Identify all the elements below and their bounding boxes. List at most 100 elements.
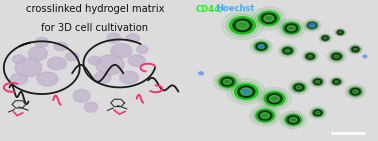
Ellipse shape: [287, 116, 299, 124]
Ellipse shape: [235, 84, 258, 99]
Ellipse shape: [256, 9, 282, 27]
Ellipse shape: [259, 11, 279, 25]
Ellipse shape: [37, 72, 58, 86]
Ellipse shape: [321, 35, 329, 41]
Ellipse shape: [233, 19, 252, 32]
Ellipse shape: [310, 76, 326, 87]
Ellipse shape: [236, 21, 249, 29]
Text: for 3D cell cultivation: for 3D cell cultivation: [41, 23, 149, 33]
Ellipse shape: [329, 51, 344, 61]
Ellipse shape: [270, 95, 279, 102]
Ellipse shape: [259, 45, 264, 48]
Ellipse shape: [284, 48, 292, 54]
Ellipse shape: [256, 109, 274, 122]
Ellipse shape: [353, 48, 358, 51]
Ellipse shape: [332, 54, 341, 59]
Ellipse shape: [337, 30, 344, 35]
Ellipse shape: [255, 42, 268, 51]
Ellipse shape: [304, 52, 317, 61]
Ellipse shape: [253, 41, 270, 52]
Ellipse shape: [256, 43, 266, 50]
Ellipse shape: [250, 105, 280, 126]
Ellipse shape: [289, 81, 309, 94]
Ellipse shape: [235, 84, 258, 99]
Ellipse shape: [347, 86, 363, 97]
Ellipse shape: [339, 31, 342, 34]
Ellipse shape: [283, 22, 300, 34]
Ellipse shape: [308, 23, 316, 28]
Ellipse shape: [331, 78, 342, 86]
Ellipse shape: [313, 109, 323, 116]
Ellipse shape: [309, 107, 327, 119]
Ellipse shape: [313, 78, 323, 85]
Ellipse shape: [315, 80, 320, 83]
Ellipse shape: [293, 83, 305, 92]
Ellipse shape: [363, 55, 367, 58]
Ellipse shape: [126, 34, 139, 42]
Ellipse shape: [88, 56, 102, 65]
Ellipse shape: [332, 79, 341, 85]
Ellipse shape: [352, 90, 358, 94]
Ellipse shape: [230, 17, 255, 34]
Ellipse shape: [285, 49, 290, 53]
Ellipse shape: [312, 109, 323, 116]
Ellipse shape: [322, 36, 328, 40]
Ellipse shape: [294, 84, 304, 91]
Ellipse shape: [264, 92, 285, 106]
Ellipse shape: [285, 114, 301, 125]
Ellipse shape: [256, 109, 274, 122]
Ellipse shape: [128, 55, 145, 66]
Text: Hoechst: Hoechst: [216, 4, 254, 13]
Ellipse shape: [259, 11, 279, 25]
Ellipse shape: [336, 29, 345, 36]
Ellipse shape: [217, 74, 239, 89]
Ellipse shape: [280, 21, 302, 36]
Ellipse shape: [226, 14, 259, 37]
Ellipse shape: [305, 21, 319, 30]
Ellipse shape: [287, 26, 296, 31]
Ellipse shape: [119, 71, 138, 84]
Ellipse shape: [223, 79, 231, 84]
Ellipse shape: [250, 39, 272, 54]
Ellipse shape: [309, 23, 316, 28]
Ellipse shape: [28, 47, 48, 61]
Ellipse shape: [258, 111, 272, 120]
Ellipse shape: [350, 45, 361, 53]
Ellipse shape: [329, 77, 344, 87]
Ellipse shape: [338, 31, 343, 34]
Ellipse shape: [285, 24, 298, 32]
Ellipse shape: [293, 83, 305, 92]
Ellipse shape: [307, 22, 318, 29]
Ellipse shape: [35, 37, 48, 47]
Ellipse shape: [261, 13, 276, 23]
Ellipse shape: [264, 92, 285, 106]
Ellipse shape: [94, 72, 111, 83]
Ellipse shape: [65, 52, 79, 61]
Ellipse shape: [214, 72, 241, 91]
Ellipse shape: [319, 34, 332, 42]
Ellipse shape: [311, 77, 324, 86]
Ellipse shape: [277, 19, 305, 38]
Text: crosslinked hydrogel matrix: crosslinked hydrogel matrix: [26, 4, 164, 14]
Ellipse shape: [332, 79, 341, 85]
Ellipse shape: [308, 55, 313, 58]
Ellipse shape: [314, 110, 322, 115]
Ellipse shape: [327, 50, 346, 63]
Ellipse shape: [11, 73, 28, 85]
Ellipse shape: [331, 53, 342, 60]
Ellipse shape: [304, 19, 321, 31]
Ellipse shape: [307, 54, 314, 59]
Ellipse shape: [258, 87, 291, 110]
Ellipse shape: [96, 55, 124, 75]
Ellipse shape: [351, 46, 360, 52]
Ellipse shape: [73, 90, 90, 102]
Ellipse shape: [310, 24, 314, 27]
Ellipse shape: [231, 81, 261, 102]
Ellipse shape: [321, 35, 329, 41]
Ellipse shape: [54, 42, 67, 51]
Ellipse shape: [267, 94, 282, 104]
Ellipse shape: [351, 46, 360, 52]
Ellipse shape: [282, 47, 293, 55]
Ellipse shape: [302, 51, 318, 62]
Ellipse shape: [331, 53, 342, 60]
